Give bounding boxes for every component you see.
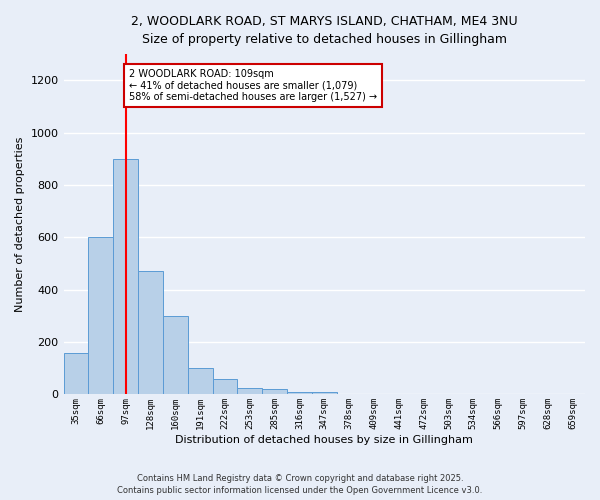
Bar [88,238,113,394]
Bar [138,272,163,394]
Bar [262,389,287,394]
Bar [64,352,88,395]
Y-axis label: Number of detached properties: Number of detached properties [15,136,25,312]
Bar [312,392,337,394]
X-axis label: Distribution of detached houses by size in Gillingham: Distribution of detached houses by size … [175,435,473,445]
Text: Contains HM Land Registry data © Crown copyright and database right 2025.
Contai: Contains HM Land Registry data © Crown c… [118,474,482,495]
Bar [113,159,138,394]
Bar [287,392,312,394]
Bar [188,368,212,394]
Title: 2, WOODLARK ROAD, ST MARYS ISLAND, CHATHAM, ME4 3NU
Size of property relative to: 2, WOODLARK ROAD, ST MARYS ISLAND, CHATH… [131,15,518,46]
Bar [212,378,238,394]
Bar [238,388,262,394]
Text: 2 WOODLARK ROAD: 109sqm
← 41% of detached houses are smaller (1,079)
58% of semi: 2 WOODLARK ROAD: 109sqm ← 41% of detache… [130,68,377,102]
Bar [163,316,188,394]
